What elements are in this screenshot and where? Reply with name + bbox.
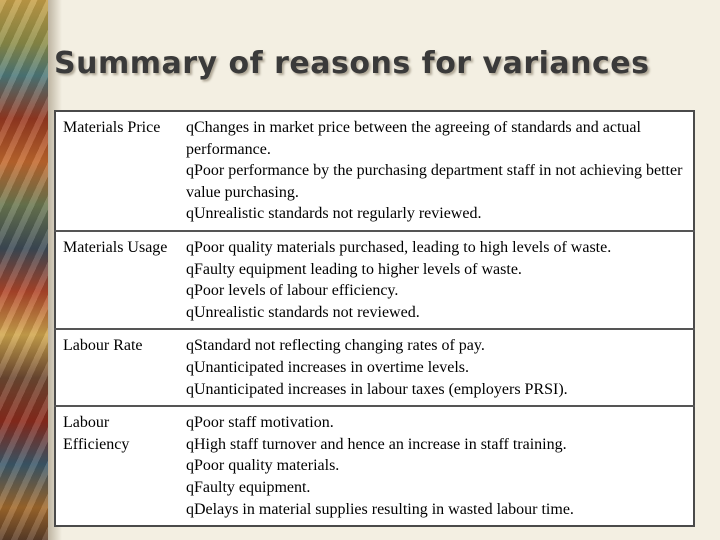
row-label: Materials Usage [55,229,179,330]
list-item: Changes in market price between the agre… [186,117,687,160]
list-item: Unrealistic standards not regularly revi… [186,203,687,225]
list-item: Faulty equipment leading to higher level… [186,259,687,281]
list-item: Unanticipated increases in labour taxes … [186,379,687,401]
row-label: Labour Efficiency [55,405,179,527]
table-row: Materials Price Changes in market price … [55,111,694,231]
variance-reasons-table: Materials Price Changes in market price … [54,110,695,528]
list-item: Unanticipated increases in overtime leve… [186,357,687,379]
table-row: Materials Usage Poor quality materials p… [55,229,694,330]
list-item: Poor levels of labour efficiency. [186,280,687,302]
list-item: Unrealistic standards not reviewed. [186,302,687,324]
list-item: Poor quality materials. [186,455,687,477]
row-label: Materials Price [63,119,161,136]
decorative-side-image [0,0,48,540]
list-item: Poor performance by the purchasing depar… [186,160,687,203]
row-reasons: Poor quality materials purchased, leadin… [179,229,694,330]
row-reasons: Poor staff motivation. High staff turnov… [179,405,694,527]
list-item: Poor staff motivation. [186,412,687,434]
list-item: High staff turnover and hence an increas… [186,434,687,456]
row-label: Labour Rate [55,328,179,407]
table-row: Labour Efficiency Poor staff motivation.… [55,405,694,527]
row-reasons: Changes in market price between the agre… [179,111,694,231]
slide-title: Summary of reasons for variances [54,46,650,81]
list-item: Poor quality materials purchased, leadin… [186,237,687,259]
list-item: Faulty equipment. [186,477,687,499]
row-reasons: Standard not reflecting changing rates o… [179,328,694,407]
list-item: Delays in material supplies resulting in… [186,499,687,521]
list-item: Standard not reflecting changing rates o… [186,335,687,357]
table-row: Labour Rate Standard not reflecting chan… [55,328,694,407]
